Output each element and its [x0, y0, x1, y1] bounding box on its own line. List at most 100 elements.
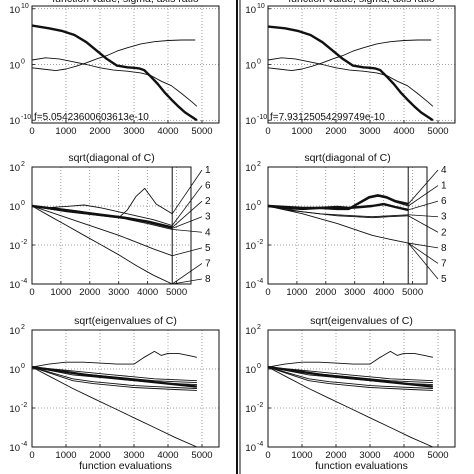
x-tick-label: 1000 [291, 450, 312, 461]
x-tick-label: 4000 [157, 126, 178, 137]
series-line-1 [268, 350, 433, 368]
axes-frame [267, 329, 456, 448]
series-line-7 [32, 205, 173, 284]
y-tick-label: 10 -2 [245, 239, 263, 252]
y-tick-label: 10 0 [245, 200, 261, 213]
series-line-6 [32, 366, 197, 389]
x-tick-label: 3000 [108, 287, 129, 298]
series-line-1 [32, 24, 198, 122]
y-tick-exponent: -2 [21, 239, 27, 246]
y-tick-label: 10 -2 [9, 239, 27, 252]
series-line-5 [268, 365, 434, 388]
chart-panel-3: sqrt(diagonal of C)0 1000 2000 3000 4000 5000… [9, 152, 211, 298]
y-tick-base: 10 [245, 163, 256, 174]
legend-label: 2 [441, 227, 447, 238]
chart-panel-4: sqrt(diagonal of C)0 1000 2000 3000 4000 5000… [245, 152, 447, 298]
x-tick-label: 2000 [325, 126, 346, 137]
series-line-2 [268, 366, 433, 382]
axes-frame [267, 5, 456, 124]
legend-connector [172, 216, 203, 229]
y-tick-label: 10 10 [245, 3, 264, 16]
y-tick-base: 10 [245, 280, 256, 291]
chart-title: sqrt(eigenvalues of C) [310, 315, 413, 327]
y-tick-label: 10 -4 [245, 441, 263, 454]
x-tick-label: 1000 [55, 126, 76, 137]
series-line-7 [32, 366, 197, 391]
y-tick-label: 10 0 [245, 59, 261, 72]
legend-connector [171, 169, 203, 215]
legend-label: 3 [441, 212, 447, 223]
legend-connector [171, 185, 203, 226]
y-tick-exponent: 2 [257, 161, 261, 168]
x-tick-label: 5000 [166, 287, 187, 298]
y-tick-base: 10 [9, 116, 20, 127]
legend-label: 5 [205, 243, 211, 254]
y-tick-base: 10 [245, 365, 256, 376]
chart-panel-6: sqrt(eigenvalues of C)0 1000 2000 3000 4000 5… [245, 315, 456, 472]
y-tick-exponent: -4 [257, 278, 263, 285]
series-group [32, 187, 173, 284]
legend-label: 8 [441, 243, 447, 254]
legend-connector [172, 229, 203, 233]
chart-panel-5: sqrt(eigenvalues of C)0 1000 2000 3000 4000 5… [9, 315, 220, 472]
y-tick-exponent: 10 [257, 3, 265, 10]
x-tick-label: 4000 [137, 287, 158, 298]
y-tick-label: 10 -4 [9, 441, 27, 454]
legend-label: 6 [441, 196, 447, 207]
x-tick-label: 2000 [89, 450, 110, 461]
legend-connector [172, 247, 203, 257]
x-tick-label: 0 [265, 287, 270, 298]
y-tick-label: 10 10 [9, 3, 28, 16]
y-tick-exponent: -4 [21, 278, 27, 285]
y-tick-label: 10 2 [245, 161, 261, 174]
axes-frame [267, 166, 428, 285]
legend-connector [408, 200, 439, 211]
y-tick-base: 10 [245, 326, 256, 337]
y-tick-base: 10 [245, 443, 256, 454]
series-group [268, 194, 409, 244]
y-tick-label: 10 -4 [9, 278, 27, 291]
x-tick-label: 2000 [79, 287, 100, 298]
y-tick-exponent: 0 [21, 363, 25, 370]
y-tick-exponent: 0 [21, 59, 25, 66]
series-group [268, 350, 434, 447]
chart-title: sqrt(diagonal of C) [68, 152, 154, 164]
x-tick-label: 1000 [286, 287, 307, 298]
legend-connector [407, 242, 439, 280]
x-tick-label: 4000 [157, 450, 178, 461]
series-line-1 [32, 350, 197, 368]
legend-label: 4 [205, 227, 211, 238]
legend-connector [407, 169, 439, 205]
y-tick-exponent: 2 [257, 324, 261, 331]
x-tick-label: 5000 [402, 287, 423, 298]
legend-connector [171, 200, 203, 228]
y-tick-label: 10 -2 [9, 402, 27, 415]
series-line-8 [268, 366, 434, 447]
chart-panel-2: function value, sigma, axis ratio0100020… [245, 0, 456, 137]
y-tick-base: 10 [9, 280, 20, 291]
series-line-1 [268, 25, 434, 122]
legend-label: 6 [205, 181, 211, 192]
legend-connector [408, 214, 439, 218]
fitness-annotation: f=7.93125054299749e-10 [270, 112, 385, 123]
x-axis-label: function evaluations [79, 460, 172, 472]
y-tick-label: 10 -4 [245, 278, 263, 291]
y-tick-exponent: 0 [257, 363, 261, 370]
series-line-3 [268, 202, 409, 212]
series-line-4 [268, 205, 409, 218]
y-tick-base: 10 [245, 61, 256, 72]
x-tick-label: 2000 [325, 450, 346, 461]
x-tick-label: 3000 [359, 450, 380, 461]
x-tick-label: 3000 [344, 287, 365, 298]
y-tick-exponent: 10 [21, 3, 29, 10]
x-tick-label: 1000 [291, 126, 312, 137]
axes-frame [31, 5, 220, 124]
legend-connector [408, 215, 439, 233]
y-tick-exponent: -10 [21, 114, 31, 121]
x-tick-label: 5000 [191, 126, 212, 137]
x-tick-label: 3000 [359, 126, 380, 137]
x-tick-label: 0 [29, 287, 34, 298]
chart-title: sqrt(diagonal of C) [304, 152, 390, 164]
series-line-8 [32, 366, 198, 447]
series-line-6 [268, 205, 409, 244]
